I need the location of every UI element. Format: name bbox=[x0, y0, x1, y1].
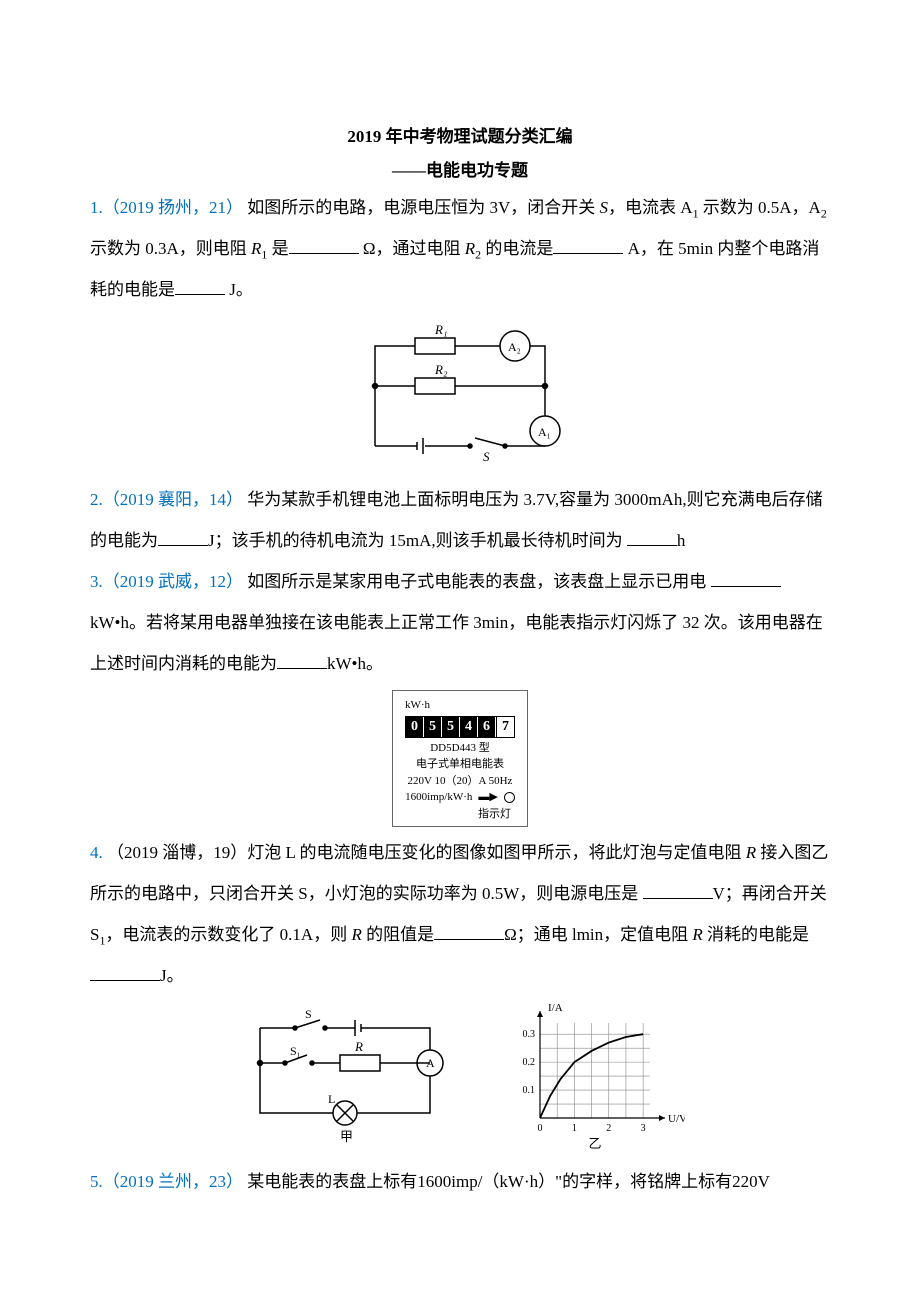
q1-text: 如图所示的电路，电源电压恒为 3V，闭合开关 bbox=[247, 198, 599, 217]
meter-imp: 1600imp/kW·h bbox=[405, 789, 472, 806]
q4-circuit-svg: S S₁ R A L 甲 bbox=[235, 1003, 455, 1143]
q1-t6: 的电流是 bbox=[481, 239, 553, 258]
q4-R2: R bbox=[351, 925, 361, 944]
q1-t3: 示数为 0.5A，A bbox=[699, 198, 821, 217]
q3-meter: kW·h 0 5 5 4 6 7 DD5D443 型 电子式单相电能表 220V… bbox=[90, 690, 830, 827]
q4-blank3 bbox=[90, 963, 160, 981]
svg-text:2: 2 bbox=[606, 1123, 611, 1134]
q3-t1: 如图所示是某家用电子式电能表的表盘，该表盘上显示已用电 bbox=[247, 572, 706, 591]
q4c-A: A bbox=[426, 1056, 435, 1070]
q1-circ-R2: R₂ bbox=[434, 362, 448, 377]
q1-t5: 是 bbox=[267, 239, 288, 258]
question-2: 2.（2019 襄阳，14） 华为某款手机锂电池上面标明电压为 3.7V,容量为… bbox=[90, 480, 830, 562]
q3-u2: kW•h。 bbox=[327, 654, 383, 673]
svg-text:0.3: 0.3 bbox=[523, 1029, 536, 1040]
meter-rating: 220V 10（20）A 50Hz bbox=[405, 773, 515, 790]
q1-circuit: R₁ R₂ A₂ A₁ S bbox=[90, 316, 830, 474]
q4-blank1 bbox=[643, 881, 713, 899]
q3-u1: kW•h。若将某用电器单独接在该电能表上正常工作 3min，电能表指示灯闪烁了 … bbox=[90, 613, 823, 673]
svg-text:I/A: I/A bbox=[548, 1003, 563, 1014]
q4-R1: R bbox=[746, 843, 756, 862]
q4c-L: L bbox=[328, 1092, 335, 1106]
q4-t2: ，电流表的示数变化了 0.1A，则 bbox=[105, 925, 351, 944]
q1-S: S bbox=[600, 198, 609, 217]
meter-indicator: 指示灯 bbox=[405, 806, 515, 823]
q2-ref: 2.（2019 襄阳，14） bbox=[90, 490, 243, 509]
svg-text:0: 0 bbox=[538, 1123, 543, 1134]
meter-type: 电子式单相电能表 bbox=[405, 756, 515, 773]
led-circle-icon bbox=[504, 792, 515, 803]
title-main: 2019 年中考物理试题分类汇编 bbox=[90, 120, 830, 154]
q1-circ-S: S bbox=[483, 449, 490, 464]
q1-u3: J。 bbox=[225, 280, 253, 299]
q1-t4: 示数为 0.3A，则电阻 bbox=[90, 239, 251, 258]
question-4: 4. （2019 淄博，19）灯泡 L 的电流随电压变化的图像如图甲所示，将此灯… bbox=[90, 833, 830, 996]
meter-unit-label: kW·h bbox=[405, 697, 515, 714]
question-5: 5.（2019 兰州，23） 某电能表的表盘上标有1600imp/（kW·h）"… bbox=[90, 1162, 830, 1203]
question-1: 1.（2019 扬州，21） 如图所示的电路，电源电压恒为 3V，闭合开关 S，… bbox=[90, 188, 830, 310]
svg-text:1: 1 bbox=[572, 1123, 577, 1134]
q1-sub2: 2 bbox=[821, 206, 827, 220]
q1-circ-A2: A₂ bbox=[508, 340, 521, 354]
meter-model: DD5D443 型 bbox=[405, 740, 515, 757]
meter-d5: 7 bbox=[496, 717, 514, 737]
q1-blank3 bbox=[175, 277, 225, 295]
q4-ref: 4. bbox=[90, 843, 103, 862]
meter-d4: 6 bbox=[478, 717, 496, 737]
svg-text:3: 3 bbox=[641, 1123, 646, 1134]
svg-text:U/V: U/V bbox=[668, 1113, 685, 1125]
q4-ref2: （2019 淄博，19）灯泡 L 的电流随电压变化的图像如图甲所示，将此灯泡与定… bbox=[107, 843, 746, 862]
q3-ref: 3.（2019 武威，12） bbox=[90, 572, 243, 591]
led-arrow-icon: ▬▶ bbox=[478, 789, 497, 806]
meter-digits: 0 5 5 4 6 7 bbox=[405, 716, 515, 738]
q2-u1: J；该手机的待机电流为 15mA,则该手机最长待机时间为 bbox=[208, 531, 623, 550]
q2-blank2 bbox=[627, 528, 677, 546]
q4c-R: R bbox=[354, 1039, 363, 1054]
q3-blank2 bbox=[277, 651, 327, 669]
question-3: 3.（2019 武威，12） 如图所示是某家用电子式电能表的表盘，该表盘上显示已… bbox=[90, 562, 830, 684]
svg-text:0.2: 0.2 bbox=[523, 1057, 536, 1068]
q1-circ-A1: A₁ bbox=[538, 425, 551, 439]
q5-t1: 某电能表的表盘上标有1600imp/（kW·h）"的字样，将铭牌上标有220V bbox=[247, 1172, 770, 1191]
q4c-S: S bbox=[305, 1007, 312, 1021]
q4-chart-svg: 0 1 2 3 0.1 0.2 0.3 I/A U/V 乙 bbox=[505, 1003, 685, 1153]
meter-d1: 5 bbox=[424, 717, 442, 737]
q1-blank2 bbox=[553, 236, 623, 254]
q4-figures: S S₁ R A L 甲 0 1 2 3 0.1 0.2 0.3 I/A U/V 乙 bbox=[90, 1003, 830, 1156]
q2-u2: h bbox=[677, 531, 686, 550]
svg-text:0.1: 0.1 bbox=[523, 1085, 536, 1096]
q4-blank2 bbox=[434, 922, 504, 940]
q4-t3: 消耗的电能是 bbox=[707, 925, 809, 944]
meter-d0: 0 bbox=[406, 717, 424, 737]
meter-d3: 4 bbox=[460, 717, 478, 737]
q2-blank1 bbox=[158, 528, 208, 546]
q1-ref: 1.（2019 扬州，21） bbox=[90, 198, 243, 217]
title-sub: ——电能电功专题 bbox=[90, 154, 830, 188]
q3-blank1 bbox=[711, 569, 781, 587]
q1-circ-R1: R₁ bbox=[434, 322, 447, 337]
q5-ref: 5.（2019 兰州，23） bbox=[90, 1172, 243, 1191]
q1-t2: ，电流表 A bbox=[608, 198, 693, 217]
q1-u1: Ω，通过电阻 bbox=[359, 239, 465, 258]
q1-R1v: R bbox=[251, 239, 261, 258]
meter-d2: 5 bbox=[442, 717, 460, 737]
q1-blank1 bbox=[289, 236, 359, 254]
q4c-S1: S₁ bbox=[290, 1044, 301, 1058]
q1-R2v: R bbox=[465, 239, 475, 258]
q4-t2b: 的阻值是 bbox=[366, 925, 434, 944]
q4-R3: R bbox=[692, 925, 702, 944]
svg-text:乙: 乙 bbox=[588, 1136, 601, 1151]
q4c-cap: 甲 bbox=[340, 1129, 353, 1143]
q4-u3: J。 bbox=[160, 966, 184, 985]
q4-u2: Ω；通电 lmin，定值电阻 bbox=[504, 925, 692, 944]
